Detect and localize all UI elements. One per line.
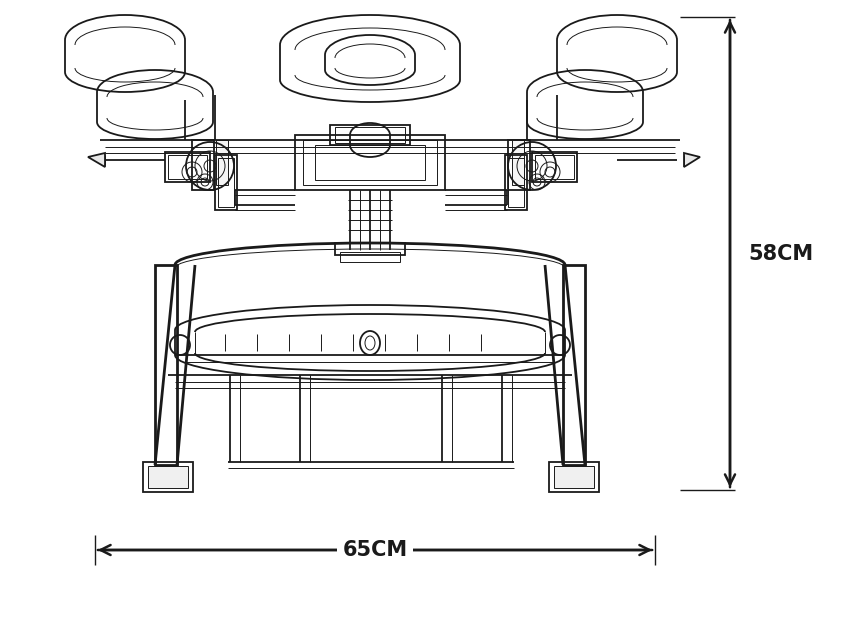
Bar — [192, 140, 214, 190]
Bar — [218, 158, 234, 207]
Bar — [165, 152, 210, 182]
Bar — [554, 466, 594, 488]
Bar — [155, 265, 177, 465]
Bar — [295, 135, 445, 190]
Bar — [532, 152, 577, 182]
Bar — [143, 462, 193, 492]
Text: 65CM: 65CM — [343, 540, 407, 560]
Bar — [330, 125, 410, 145]
Bar — [303, 140, 437, 185]
Text: 58CM: 58CM — [748, 243, 813, 264]
Bar — [505, 155, 527, 210]
Bar — [563, 265, 585, 465]
Bar — [512, 140, 524, 185]
Bar — [508, 140, 530, 190]
Bar — [508, 158, 524, 207]
Bar — [216, 140, 228, 185]
Polygon shape — [88, 153, 105, 167]
Bar — [215, 155, 237, 210]
Bar — [549, 462, 599, 492]
Bar — [168, 155, 207, 179]
Bar — [148, 466, 188, 488]
Bar — [335, 243, 405, 255]
Bar — [315, 145, 425, 180]
Bar — [340, 252, 400, 262]
Polygon shape — [684, 153, 700, 167]
Bar — [535, 155, 574, 179]
Bar — [335, 127, 405, 143]
